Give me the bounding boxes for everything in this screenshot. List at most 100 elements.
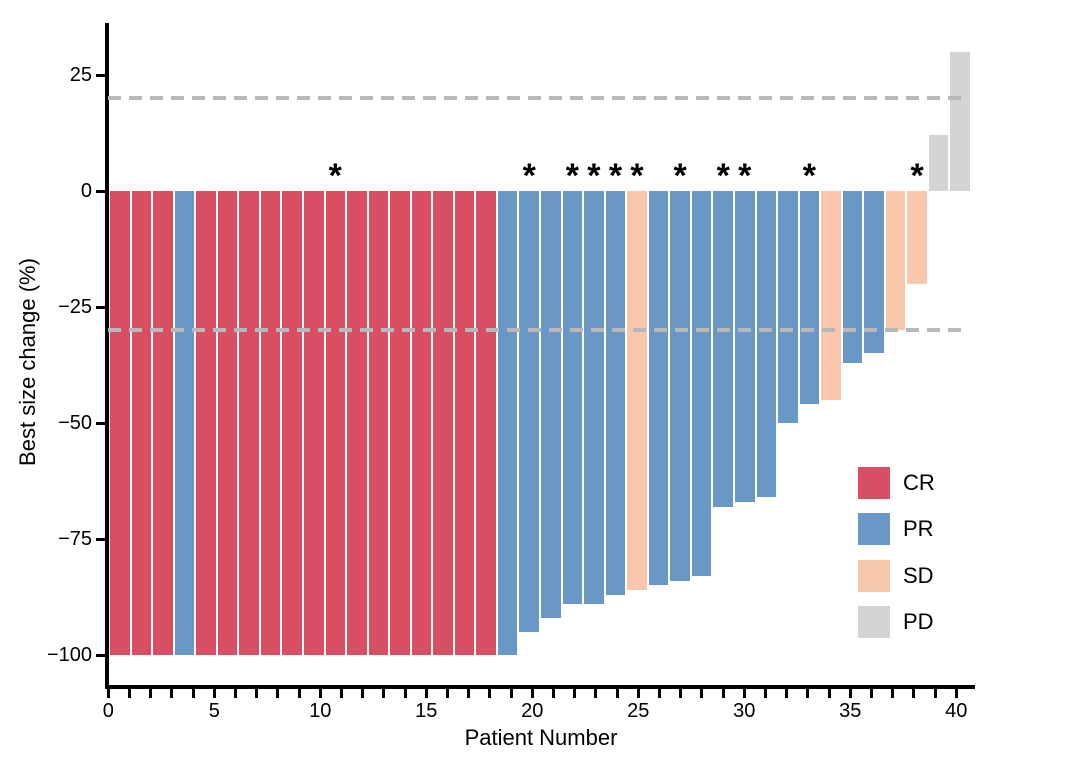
bar-patient-29	[713, 191, 733, 507]
star-annotation-patient-27: *	[673, 157, 687, 195]
bar-patient-33	[799, 191, 820, 405]
x-axis-tick	[191, 689, 195, 698]
y-axis-tick	[96, 73, 105, 77]
bar-patient-15	[411, 191, 432, 655]
bar-patient-24	[605, 191, 626, 595]
bar-patient-6	[217, 191, 238, 655]
x-axis-tick	[488, 689, 492, 698]
x-axis-tick	[106, 689, 110, 698]
star-annotation-patient-20: *	[522, 157, 536, 195]
x-axis-tick	[552, 689, 555, 698]
bar-patient-31	[756, 191, 777, 498]
star-annotation-patient-22: *	[565, 157, 579, 195]
x-tick-label-10: 10	[309, 700, 332, 722]
star-annotation-patient-33: *	[802, 157, 816, 195]
x-tick-label-20: 20	[521, 700, 544, 722]
bar-patient-1	[110, 191, 130, 655]
x-axis-tick	[403, 689, 407, 698]
x-tick-label-5: 5	[208, 700, 220, 722]
bar-patient-9	[282, 191, 302, 655]
x-axis-tick	[297, 689, 301, 698]
bar-patient-7	[239, 191, 259, 655]
y-tick-label-−100: −100	[46, 644, 92, 666]
bar-patient-19	[497, 191, 518, 655]
x-axis-tick	[276, 689, 280, 698]
bar-patient-38	[907, 191, 927, 284]
x-axis-tick	[382, 689, 386, 698]
y-axis-tick	[96, 305, 105, 309]
bar-patient-36	[864, 191, 884, 354]
star-annotation-patient-38: *	[910, 157, 924, 195]
bar-patient-11	[325, 191, 346, 655]
x-axis-tick	[933, 689, 937, 698]
bar-patient-12	[347, 191, 367, 655]
bar-patient-2	[131, 191, 152, 655]
bar-patient-27	[670, 191, 690, 581]
x-axis-tick	[446, 689, 449, 698]
bar-patient-28	[691, 191, 712, 577]
bar-patient-25	[627, 191, 647, 591]
x-axis-tick	[615, 689, 619, 698]
x-axis-tick	[891, 689, 895, 698]
y-tick-label-25: 25	[69, 64, 92, 86]
x-tick-label-15: 15	[415, 700, 438, 722]
x-axis-tick	[806, 689, 810, 698]
x-axis-tick	[212, 689, 216, 698]
x-axis-title: Patient Number	[464, 725, 618, 750]
bar-patient-22	[562, 191, 583, 604]
star-annotation-patient-30: *	[738, 157, 752, 195]
x-tick-label-40: 40	[945, 700, 968, 722]
bar-patient-8	[260, 191, 281, 655]
bar-patient-39	[928, 135, 949, 191]
x-axis-tick	[636, 689, 640, 698]
bar-patient-10	[303, 191, 324, 655]
y-tick-label-0: 0	[80, 180, 92, 202]
star-annotation-patient-25: *	[630, 157, 644, 195]
bar-patient-3	[153, 191, 173, 655]
bar-patient-34	[821, 191, 841, 400]
bar-patient-21	[541, 191, 561, 618]
y-axis-line	[105, 23, 109, 689]
bar-patient-14	[390, 191, 410, 655]
x-axis-tick	[679, 689, 683, 698]
x-axis-tick	[128, 689, 131, 698]
bar-patient-35	[842, 191, 863, 363]
bar-patient-20	[519, 191, 540, 632]
x-axis-tick	[785, 689, 789, 698]
y-axis-tick	[96, 537, 105, 541]
x-axis-tick	[870, 689, 873, 698]
x-axis-tick	[530, 689, 534, 698]
x-tick-label-30: 30	[733, 700, 756, 722]
x-axis-tick	[742, 689, 746, 698]
reference-line-upper	[108, 96, 967, 101]
x-axis-tick	[255, 689, 259, 698]
bar-patient-40	[950, 51, 971, 191]
bar-patient-17	[454, 191, 475, 655]
x-axis-tick	[573, 689, 577, 698]
y-axis-tick	[96, 421, 105, 425]
y-tick-label-−25: −25	[58, 296, 92, 318]
bar-patient-30	[734, 191, 755, 502]
x-axis-tick	[467, 689, 471, 698]
bar-patient-4	[174, 191, 195, 655]
y-axis-tick	[96, 653, 105, 657]
x-axis-line	[105, 685, 975, 689]
x-axis-tick	[721, 689, 725, 698]
star-annotation-patient-29: *	[716, 157, 730, 195]
x-tick-label-35: 35	[839, 700, 862, 722]
star-annotation-patient-23: *	[587, 157, 601, 195]
x-axis-tick	[234, 689, 237, 698]
x-tick-label-0: 0	[102, 700, 114, 722]
star-annotation-patient-11: *	[328, 157, 342, 195]
x-tick-label-25: 25	[627, 700, 650, 722]
x-axis-tick	[149, 689, 153, 698]
x-axis-tick	[700, 689, 704, 698]
star-annotation-patient-24: *	[608, 157, 623, 195]
x-axis-tick	[848, 689, 852, 698]
bar-patient-18	[476, 191, 496, 655]
x-axis-tick	[658, 689, 661, 698]
bar-patient-32	[778, 191, 798, 423]
x-axis-tick	[318, 689, 322, 698]
